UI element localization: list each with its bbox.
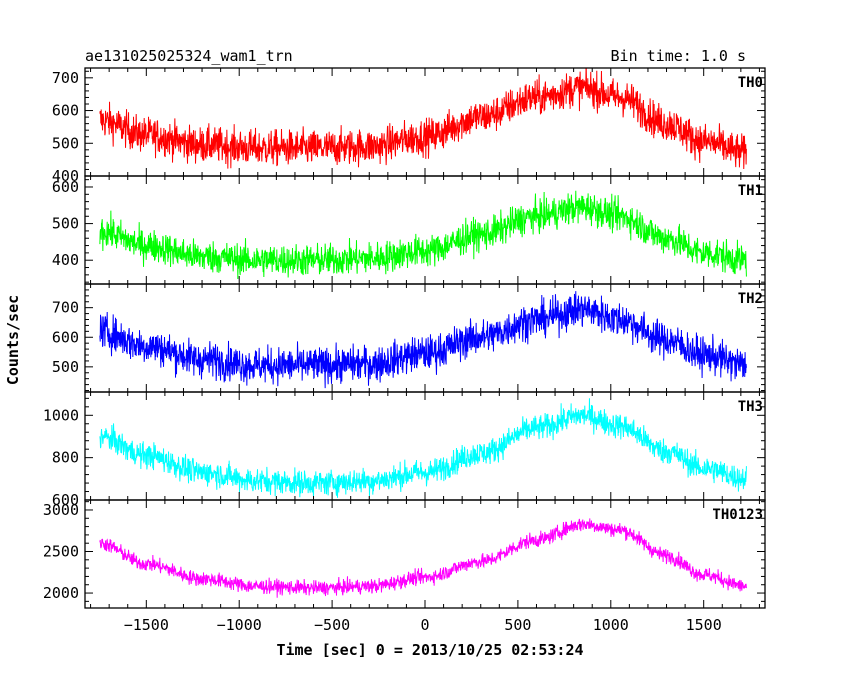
panel-th1: 400 500 600 TH1 — [52, 175, 766, 285]
series-line-th2 — [99, 291, 747, 389]
panel-th0: 400 500 600 700 TH0 — [52, 67, 766, 185]
y-axis-label: Counts/sec — [4, 295, 22, 385]
panels-group: 400 500 600 700 TH0 400 500 600 TH1 500 600 700 TH2 6… — [43, 67, 766, 634]
series-line-th1 — [99, 190, 747, 280]
y-tick-label: 2500 — [43, 543, 79, 561]
chart-title: ae131025025324_wam1_trn — [85, 47, 293, 65]
y-tick-label: 400 — [52, 167, 79, 185]
y-tick-label: 700 — [52, 299, 79, 317]
x-tick-label: −500 — [314, 616, 350, 634]
y-tick-label: 700 — [52, 69, 79, 87]
y-tick-label: 500 — [52, 134, 79, 152]
x-tick-label: 1000 — [593, 616, 629, 634]
y-tick-label: 400 — [52, 251, 79, 269]
x-tick-label: 0 — [420, 616, 429, 634]
panel-th3: 600 800 1000 TH3 — [43, 391, 766, 509]
panel-frame — [84, 175, 766, 285]
y-tick-label: 500 — [52, 358, 79, 376]
series-line-th3 — [99, 398, 747, 498]
y-tick-label: 3000 — [43, 501, 79, 519]
series-line-th0123 — [99, 518, 747, 598]
series-label-th0: TH0 — [738, 75, 763, 91]
x-tick-label: −1000 — [217, 616, 262, 634]
y-tick-label: 2000 — [43, 584, 79, 602]
y-tick-label: 600 — [52, 102, 79, 120]
series-label-th1: TH1 — [738, 183, 763, 199]
series-line-th0 — [99, 68, 747, 169]
x-axis-label: Time [sec] 0 = 2013/10/25 02:53:24 — [276, 641, 583, 659]
y-tick-label: 500 — [52, 215, 79, 233]
x-tick-label: −1500 — [124, 616, 169, 634]
panel-th2: 500 600 700 TH2 — [52, 283, 766, 393]
y-tick-label: 600 — [52, 328, 79, 346]
series-label-th0123: TH0123 — [712, 507, 763, 523]
x-tick-label: 500 — [504, 616, 531, 634]
x-tick-label: 1500 — [686, 616, 722, 634]
series-label-th2: TH2 — [738, 291, 763, 307]
series-label-th3: TH3 — [738, 399, 763, 415]
panel-th0123: 2000 2500 3000 TH0123 — [43, 499, 766, 609]
chart-subtitle: Bin time: 1.0 s — [611, 47, 746, 65]
y-tick-label: 600 — [52, 178, 79, 196]
y-tick-label: 1000 — [43, 406, 79, 424]
y-tick-label: 600 — [52, 491, 79, 509]
y-tick-label: 800 — [52, 449, 79, 467]
